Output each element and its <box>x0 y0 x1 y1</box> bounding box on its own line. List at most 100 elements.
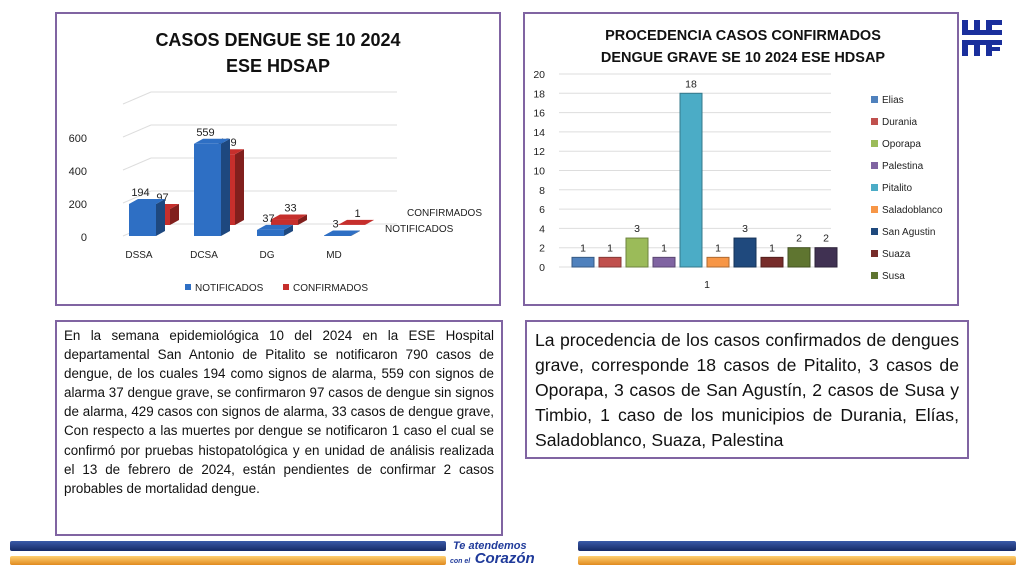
legend-label: Pitalito <box>882 183 912 194</box>
bar-palestina <box>652 256 676 268</box>
data-label: 1 <box>354 208 360 220</box>
legend-label: Susa <box>882 271 905 282</box>
legend-swatch <box>871 250 878 257</box>
bar-notificados <box>194 143 221 236</box>
y-tick-label: 18 <box>533 88 545 100</box>
data-label: 2 <box>796 233 802 245</box>
data-label: 3 <box>634 223 640 235</box>
bar-series-9 <box>814 247 838 268</box>
summary-text-box: En la semana epidemiológica 10 del 2024 … <box>55 320 503 536</box>
y-tick-label: 6 <box>539 204 545 216</box>
y-tick-label: 8 <box>539 185 545 197</box>
slogan-logo: Te atendemos con el Corazón <box>450 540 575 568</box>
legend-label: Elias <box>882 95 904 106</box>
legend-swatch <box>185 284 191 290</box>
legend-swatch <box>283 284 289 290</box>
dengue-cases-svg: CASOS DENGUE SE 10 2024 ESE HDSAP 0 200 400 6… <box>69 30 483 294</box>
chart-title: PROCEDENCIA CASOS CONFIRMADOS <box>605 28 881 44</box>
data-label: 18 <box>685 78 697 90</box>
slogan-small: con el <box>450 558 471 565</box>
bar-top <box>271 214 307 220</box>
bar-top <box>324 230 360 236</box>
bar-san-agustin <box>733 237 757 268</box>
legend-swatch <box>871 118 878 125</box>
summary-text: En la semana epidemiológica 10 del 2024 … <box>64 328 494 496</box>
legend-label: Durania <box>882 117 917 128</box>
bar-notificados <box>129 203 156 236</box>
data-label: 559 <box>196 127 214 139</box>
bar-durania <box>598 256 622 268</box>
institution-logo <box>962 20 1002 56</box>
bar-side <box>365 219 374 225</box>
x-tick-label: 1 <box>704 279 710 291</box>
data-label: 1 <box>769 242 775 254</box>
depth-label: NOTIFICADOS <box>385 224 454 235</box>
legend-label: Palestina <box>882 161 924 172</box>
legend-label: CONFIRMADOS <box>293 283 368 294</box>
y-tick-label: 4 <box>539 223 545 235</box>
bar-side <box>235 149 244 225</box>
legend-label: Saladoblanco <box>882 205 943 216</box>
data-label: 37 <box>262 213 274 225</box>
legend-label: NOTIFICADOS <box>195 283 264 294</box>
dengue-cases-chart: CASOS DENGUE SE 10 2024 ESE HDSAP 0 200 400 6… <box>55 12 501 306</box>
data-label: 33 <box>284 203 296 215</box>
bar-elias <box>571 256 595 268</box>
slogan-line1: Te atendemos <box>453 540 527 552</box>
legend-label: Oporapa <box>882 139 921 150</box>
y-tick-label: 2 <box>539 243 545 255</box>
depth-label: CONFIRMADOS <box>407 208 482 219</box>
bar-side <box>221 138 230 236</box>
legend-swatch <box>871 140 878 147</box>
bar-confirmados <box>271 219 298 225</box>
footer-navy-bar-left <box>10 541 446 551</box>
y-tick-label: 16 <box>533 108 545 120</box>
legend-swatch <box>871 162 878 169</box>
bar-pitalito <box>679 92 703 268</box>
bar-side <box>156 198 165 236</box>
gridline <box>122 157 152 171</box>
legend-swatch <box>871 96 878 103</box>
origin-text: La procedencia de los casos confirmados … <box>535 330 959 450</box>
footer-orange-bar-right <box>578 556 1016 565</box>
bar-oporapa <box>625 237 649 268</box>
chart-title: DENGUE GRAVE SE 10 2024 ESE HDSAP <box>601 50 886 66</box>
bar-side <box>284 224 293 236</box>
gridline <box>122 190 152 204</box>
data-label: 1 <box>715 242 721 254</box>
x-tick-label: DCSA <box>190 250 218 261</box>
y-tick-label: 200 <box>69 199 87 211</box>
bar-notificados <box>257 229 284 236</box>
origin-text-box: La procedencia de los casos confirmados … <box>525 320 969 459</box>
chart-title: CASOS DENGUE SE 10 2024 <box>155 30 400 50</box>
origin-cases-chart: PROCEDENCIA CASOS CONFIRMADOS DENGUE GRAV… <box>523 12 959 306</box>
chart-title: ESE HDSAP <box>226 56 330 76</box>
data-label: 194 <box>131 187 149 199</box>
footer-orange-bar-left <box>10 556 446 565</box>
y-tick-label: 400 <box>69 166 87 178</box>
x-tick-label: MD <box>326 250 342 261</box>
bar-side <box>298 214 307 225</box>
origin-cases-svg: PROCEDENCIA CASOS CONFIRMADOS DENGUE GRAV… <box>533 28 943 291</box>
gridline <box>122 124 152 138</box>
legend-swatch <box>871 272 878 279</box>
data-label: 1 <box>580 242 586 254</box>
footer-navy-bar-right <box>578 541 1016 551</box>
data-label: 3 <box>742 223 748 235</box>
bar-top <box>129 198 165 204</box>
data-label: 2 <box>823 233 829 245</box>
y-tick-label: 12 <box>533 146 545 158</box>
data-label: 1 <box>607 242 613 254</box>
legend-swatch <box>871 206 878 213</box>
y-tick-label: 10 <box>533 166 545 178</box>
y-tick-label: 20 <box>533 69 545 81</box>
data-label: 3 <box>332 219 338 231</box>
legend-swatch <box>871 228 878 235</box>
bar-side <box>170 203 179 225</box>
legend-label: San Agustin <box>882 227 935 238</box>
gridline <box>122 91 152 105</box>
legend-swatch <box>871 184 878 191</box>
legend-label: Suaza <box>882 249 911 260</box>
y-tick-label: 14 <box>533 127 545 139</box>
x-tick-label: DSSA <box>125 250 153 261</box>
